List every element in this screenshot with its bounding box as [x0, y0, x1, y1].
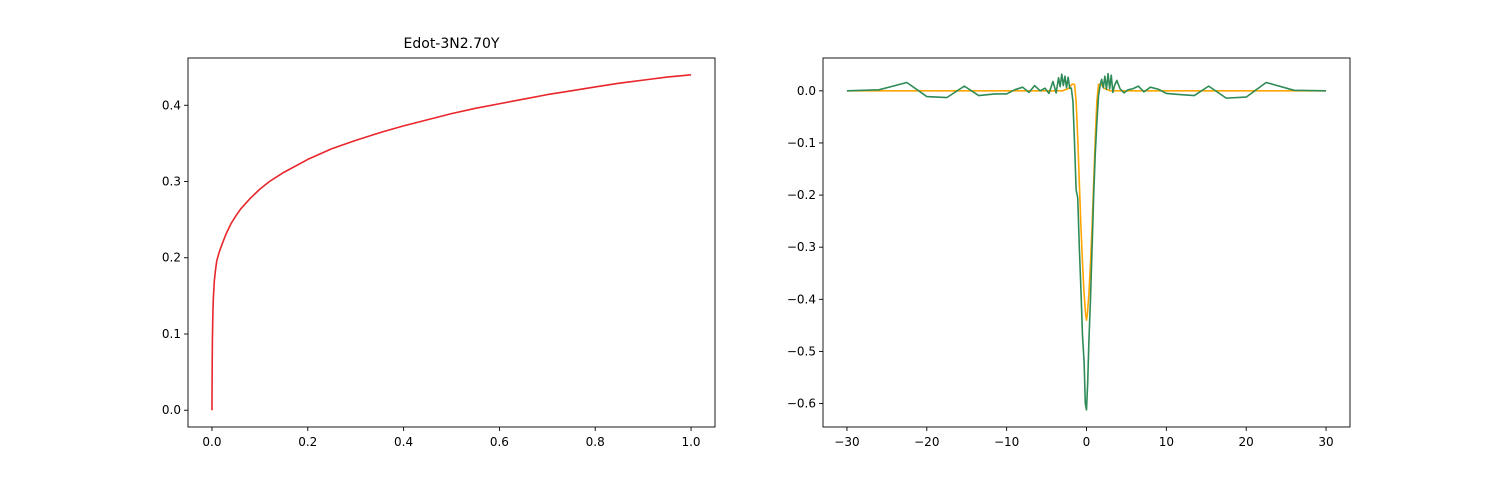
- right-chart-y-tick-label: −0.2: [787, 188, 816, 202]
- right-chart-y-tick-label: −0.6: [787, 397, 816, 411]
- right-chart-x-tick-label: 20: [1239, 435, 1254, 449]
- left-chart-x-tick-label: 0.4: [394, 435, 413, 449]
- right-chart-series-line-0: [846, 83, 1327, 321]
- right-chart-y-tick-label: −0.3: [787, 240, 816, 254]
- right-chart-x-tick-label: −10: [994, 435, 1019, 449]
- right-chart: −30 −20 −10 0 10 20 30 0.0 −0.1 −0.2 −0.3 −0.4 −0.5 −…: [787, 57, 1351, 449]
- left-chart-y-tick-label: 0.3: [162, 175, 181, 189]
- right-chart-x-tick-label: 10: [1159, 435, 1174, 449]
- right-chart-x-tick-label: −20: [914, 435, 939, 449]
- left-chart-y-tick-label: 0.0: [162, 403, 181, 417]
- right-chart-y-tick-label: −0.1: [787, 136, 816, 150]
- left-chart-x-tick-label: 0.0: [202, 435, 221, 449]
- left-chart-y-tick-label: 0.1: [162, 327, 181, 341]
- right-chart-series-line-1: [846, 72, 1327, 411]
- right-chart-plot-area: −30 −20 −10 0 10 20 30 0.0 −0.1 −0.2 −0.3 −0.4 −0.5 −…: [787, 57, 1351, 449]
- right-chart-x-tick-label: −30: [834, 435, 859, 449]
- left-chart-title: Edot-3N2.70Y: [404, 36, 500, 52]
- right-chart-x-tick-label: 0: [1083, 435, 1091, 449]
- left-chart-x-tick-label: 0.8: [586, 435, 605, 449]
- right-chart-y-tick-label: −0.4: [787, 292, 816, 306]
- left-chart-y-tick-label: 0.2: [162, 251, 181, 265]
- right-chart-y-tick-label: 0.0: [797, 84, 816, 98]
- left-chart-x-tick-label: 0.6: [490, 435, 509, 449]
- left-chart-x-tick-label: 0.2: [298, 435, 317, 449]
- left-chart-plot-area: 0.0 0.2 0.4 0.6 0.8 1.0 0.0 0.1 0.2 0.3 0.4: [162, 57, 716, 449]
- right-chart-x-tick-label: 30: [1318, 435, 1333, 449]
- right-chart-y-tick-label: −0.5: [787, 344, 816, 358]
- left-chart-series-line-0: [211, 73, 692, 411]
- left-chart-y-tick-label: 0.4: [162, 98, 181, 112]
- left-chart: Edot-3N2.70Y 0.0 0.2 0.4 0.6 0.8 1.0 0.0 0.1 0.2…: [162, 36, 716, 449]
- left-chart-x-tick-label: 1.0: [681, 435, 700, 449]
- left-chart-axes-frame: [187, 57, 716, 428]
